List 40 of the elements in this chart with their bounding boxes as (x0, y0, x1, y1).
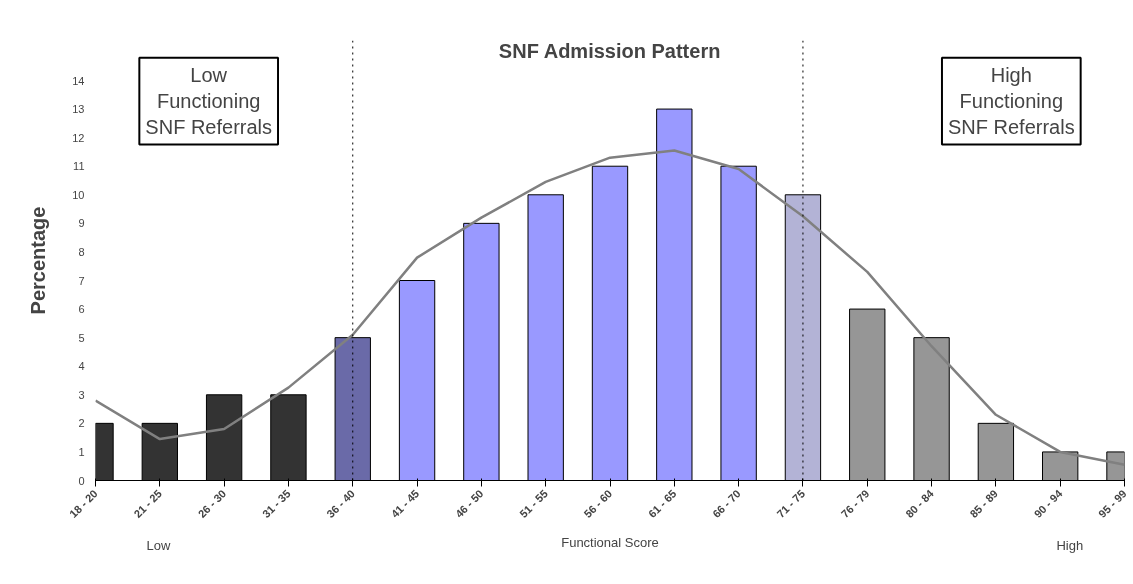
y-tick-label: 1 (78, 445, 85, 458)
x-tick-label: 51 - 55 (517, 487, 550, 520)
x-tick-label: 21 - 25 (131, 487, 165, 520)
x-tick-label: 76 - 79 (838, 487, 872, 520)
y-tick-label: 7 (78, 274, 85, 287)
annotation: High Functioning SNF Referrals (947, 63, 1075, 139)
x-axis-title: Functional Score (561, 535, 659, 551)
y-tick-label: 10 (72, 188, 85, 201)
y-tick-label: 3 (78, 388, 85, 401)
x-tick-label: 26 - 30 (195, 487, 229, 520)
chart-title: SNF Admission Pattern (498, 39, 721, 62)
x-tick-label: 95 - 99 (1096, 487, 1129, 520)
annotation: Low Functioning SNF Referrals (145, 63, 273, 139)
x-tick-label: 36 - 40 (324, 487, 357, 520)
x-tick-label: 18 - 20 (67, 487, 100, 520)
y-tick-label: 12 (72, 131, 85, 144)
x-tick-label: 41 - 45 (388, 487, 422, 520)
y-tick-label: 6 (78, 303, 85, 316)
text: High (1056, 537, 1084, 553)
y-tick-label: 2 (78, 417, 85, 430)
x-tick-label: 31 - 35 (259, 487, 293, 520)
y-axis-title: Percentage (27, 206, 50, 315)
x-tick-label: 66 - 70 (710, 487, 743, 520)
x-tick-label: 61 - 65 (645, 487, 679, 520)
x-tick-label: 71 - 75 (774, 487, 808, 520)
text: Low (146, 537, 172, 553)
y-tick-label: 8 (78, 245, 85, 258)
y-tick-label: 4 (78, 360, 85, 373)
y-tick-label: 5 (78, 331, 85, 344)
x-tick-label: 85 - 89 (967, 487, 1001, 520)
x-tick-label: 46 - 50 (452, 487, 486, 520)
y-tick-label: 13 (72, 103, 85, 116)
x-tick-label: 90 - 94 (1031, 486, 1066, 520)
x-tick-label: 56 - 60 (581, 487, 615, 520)
y-tick-label: 14 (72, 74, 85, 87)
x-tick-label: 80 - 84 (903, 486, 937, 520)
y-tick-label: 11 (73, 160, 85, 173)
line-series (95, 149, 1125, 467)
y-tick-label: 0 (78, 474, 85, 487)
y-tick-label: 9 (78, 217, 85, 230)
